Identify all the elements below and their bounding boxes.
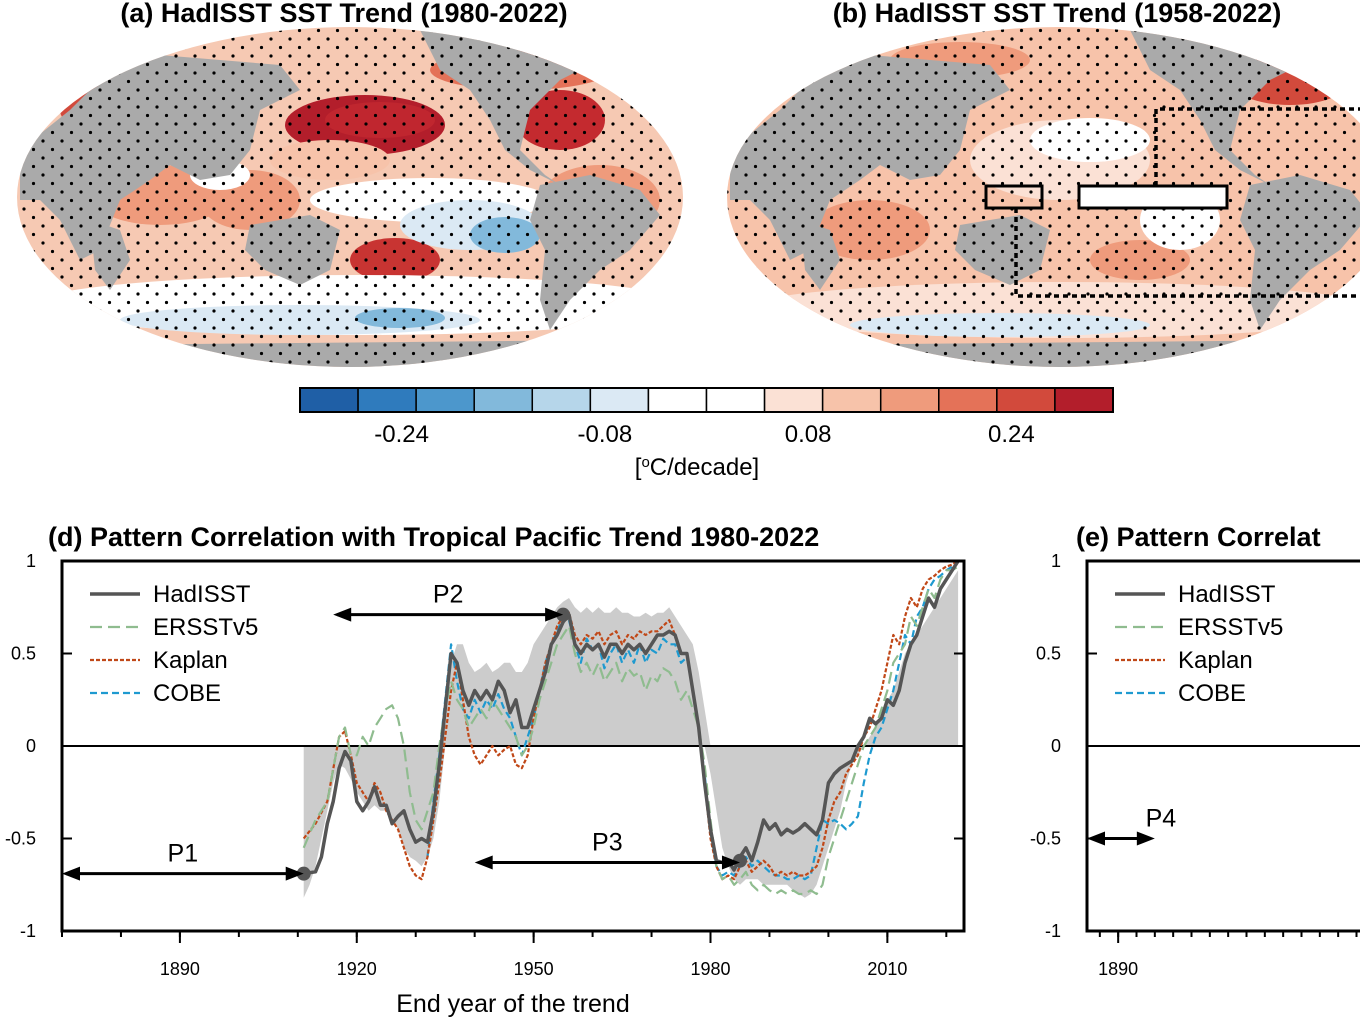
d-legend-label: Kaplan: [153, 647, 228, 674]
e-ytick-label: 1: [1051, 551, 1061, 571]
panel-e: (e) Pattern Correlat -1 -0.5 0 0.5 1 1890 Had…: [1030, 522, 1360, 979]
colorbar-swatch: [705, 387, 766, 413]
d-arrow-label: P2: [433, 581, 464, 609]
map-b-region-boxes: [984, 107, 1360, 298]
d-ytick-label: 1: [26, 551, 36, 571]
e-legend-label: Kaplan: [1178, 647, 1253, 674]
panel-d-axes: -1 -0.5 0 0.5 1 1890 1920 1950 1980 2010: [5, 551, 966, 979]
d-ytick-label: 0.5: [11, 644, 36, 664]
map-a-field: [17, 27, 683, 367]
d-ytick-label: 0: [26, 736, 36, 756]
d-xtick-label: 1890: [160, 959, 200, 979]
panel-d-legend: HadISST ERSSTv5 Kaplan COBE: [90, 581, 258, 707]
panel-d-series: [296, 561, 960, 896]
e-legend-label: HadISST: [1178, 581, 1276, 608]
e-legend-label: ERSSTv5: [1178, 614, 1283, 641]
panel-d-xlabel: End year of the trend: [396, 990, 629, 1018]
colorbar-tick-label: -0.24: [374, 421, 429, 448]
colorbar-swatch: [879, 387, 940, 413]
colorbar-swatch: [299, 387, 359, 413]
colorbar-swatch: [996, 387, 1056, 413]
d-ytick-label: -1: [20, 921, 36, 941]
colorbar-frame: [299, 387, 1114, 413]
d-arrowhead-left: [474, 855, 493, 870]
colorbar-swatch: [473, 387, 534, 413]
colorbar-unit-label: [oC/decade]: [635, 454, 759, 482]
d-legend-label: ERSSTv5: [153, 614, 258, 641]
map-b-title: (b) HadISST SST Trend (1958-2022): [833, 0, 1282, 28]
colorbar: -0.24 -0.08 0.08 0.24: [299, 387, 1114, 448]
d-arrow-label: P3: [592, 829, 623, 857]
e-arrowhead-left: [1087, 831, 1105, 846]
colorbar-tick-label: 0.08: [785, 421, 832, 448]
colorbar-swatch: [647, 387, 708, 413]
e-ytick-label: -1: [1045, 921, 1061, 941]
d-xtick-label: 1980: [690, 959, 730, 979]
d-legend-label: COBE: [153, 680, 221, 707]
panel-d-significance-shading: [303, 570, 959, 898]
d-arrowhead-left: [333, 607, 352, 622]
e-xtick-label: 1890: [1098, 959, 1138, 979]
d-xtick-label: 1920: [337, 959, 377, 979]
d-shading-area: [303, 570, 959, 898]
e-ytick-label: -0.5: [1030, 829, 1061, 849]
map-a-title: (a) HadISST SST Trend (1980-2022): [120, 0, 567, 28]
d-arrowhead-left: [62, 866, 80, 881]
d-arrowhead-right: [721, 855, 740, 870]
colorbar-tick-label: -0.08: [578, 421, 633, 448]
e-arrowhead-right: [1136, 831, 1155, 846]
map-b: (b) HadISST SST Trend (1958-2022): [727, 0, 1360, 367]
panel-e-legend: HadISST ERSSTv5 Kaplan COBE: [1115, 581, 1283, 707]
e-legend-label: COBE: [1178, 680, 1246, 707]
d-legend-label: HadISST: [153, 581, 251, 608]
map-b-field: [727, 27, 1360, 367]
d-xtick-label: 2010: [867, 959, 907, 979]
e-ytick-label: 0.5: [1036, 644, 1061, 664]
colorbar-swatch: [821, 387, 882, 413]
colorbar-swatch: [415, 387, 475, 413]
d-xtick-label: 1950: [514, 959, 554, 979]
d-ytick-label: -0.5: [5, 829, 36, 849]
d-arrowhead-right: [545, 607, 564, 622]
colorbar-swatch: [1054, 387, 1114, 413]
panel-d: (d) Pattern Correlation with Tropical Pa…: [5, 522, 966, 1018]
panel-d-title: (d) Pattern Correlation with Tropical Pa…: [48, 522, 819, 552]
colorbar-swatch: [357, 387, 417, 413]
d-series-hadisst: [303, 561, 960, 876]
colorbar-swatch: [938, 387, 998, 413]
d-arrowhead-right: [285, 866, 304, 881]
panel-e-title: (e) Pattern Correlat: [1076, 522, 1321, 552]
colorbar-swatch: [763, 387, 824, 413]
panel-d-arrows: P1 P2 P3: [62, 581, 740, 881]
d-marker: [732, 853, 747, 868]
e-ytick-label: 0: [1051, 736, 1061, 756]
e-arrow-label: P4: [1146, 805, 1177, 833]
colorbar-swatch: [531, 387, 592, 413]
d-series-ersstv5: [302, 565, 959, 896]
map-a: (a) HadISST SST Trend (1980-2022): [17, 0, 683, 367]
colorbar-swatch: [589, 387, 650, 413]
d-arrow-label: P1: [168, 840, 199, 868]
d-series-kaplan: [302, 561, 959, 881]
panel-e-arrows: P4: [1087, 805, 1176, 846]
colorbar-tick-label: 0.24: [988, 421, 1035, 448]
